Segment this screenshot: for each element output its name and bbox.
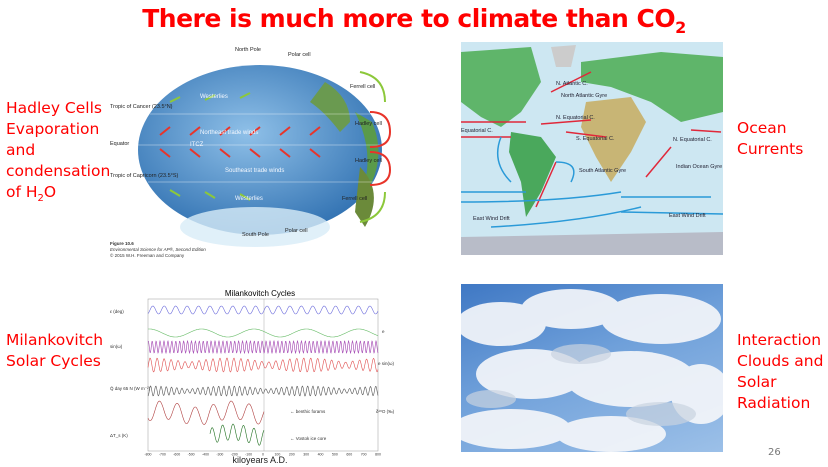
se-trades-label: Southeast trade winds [225, 168, 284, 174]
label-line: Radiation [737, 394, 811, 412]
map-label: S. Equatorial C. [576, 136, 615, 142]
map-label: North Atlantic Gyre [561, 93, 607, 99]
westerlies-label: Westerlies [200, 94, 228, 100]
ferrell-cell-label: Ferrell cell [342, 196, 367, 202]
label-line: Ocean [737, 119, 787, 137]
label-line: Solar Cycles [6, 352, 101, 370]
label-line: Hadley Cells [6, 99, 102, 117]
figure-title: Milankovitch Cycles [225, 289, 295, 298]
label-line: Milankovitch [6, 331, 104, 349]
map-label: East Wind Drift [473, 216, 510, 222]
figure-caption: Environmental Science for AP®, Second Ed… [110, 246, 206, 252]
polar-cell-label: Polar cell [285, 228, 308, 234]
series-label: δ¹⁸O (‰) [376, 409, 395, 414]
label-hadley: Hadley Cells Evaporation and condensatio… [6, 98, 110, 209]
globe-circulation-figure: North Pole Polar cell Ferrell cell Hadle… [110, 42, 400, 262]
north-pole-label: North Pole [235, 47, 261, 53]
hadley-cell-label: Hadley cell [355, 158, 382, 164]
map-label: Indian Ocean Gyre [676, 164, 722, 170]
map-label: Equatorial C. [461, 128, 493, 134]
label-ocean: Ocean Currents [737, 118, 803, 160]
x-tick-label: -800 [144, 453, 151, 457]
series-trace [147, 385, 379, 397]
x-axis-label: kiloyears A.D. [232, 455, 287, 465]
series-trace [147, 357, 379, 373]
series-label: e [382, 329, 385, 334]
page-number: 26 [768, 447, 781, 458]
south-pole-label: South Pole [242, 232, 269, 238]
label-line: condensation [6, 162, 111, 180]
x-tick-label: 700 [361, 453, 367, 457]
x-tick-label: 400 [318, 453, 324, 457]
label-line: Currents [737, 140, 804, 158]
label-line: of H2O [6, 182, 110, 209]
hadley-cell-label: Hadley cell [355, 121, 382, 127]
map-label: N. Equatorial C. [673, 137, 712, 143]
ferrell-cell-label: Ferrell cell [350, 84, 375, 90]
x-tick-label: 0 [262, 453, 264, 457]
series-trace [148, 328, 379, 338]
polar-cell-label: Polar cell [288, 52, 311, 58]
x-tick-label: -700 [159, 453, 166, 457]
x-tick-label: -100 [245, 453, 252, 457]
tropic-cancer-label: Tropic of Cancer (23.5°N) [110, 104, 173, 110]
series-trace [209, 423, 265, 446]
figure-caption: Figure 10.6 [110, 241, 134, 246]
series-trace [147, 400, 265, 425]
milankovitch-figure: Milankovitch Cycles ε (deg) e sin(ω) e s… [110, 285, 405, 467]
westerlies-label: Westerlies [235, 196, 263, 202]
figure-caption: © 2015 W.H. Freeman and Company [110, 252, 185, 258]
label-line: Solar [737, 373, 777, 391]
x-tick-label: -200 [231, 453, 238, 457]
title-text: There is much more to climate than CO [142, 4, 676, 33]
x-tick-label: 200 [289, 453, 295, 457]
label-sub: 2 [37, 193, 44, 205]
x-tick-label: 100 [274, 453, 280, 457]
ne-trades-label: Northeast trade winds [200, 130, 258, 136]
series-label: ΔT_s (K) [110, 433, 128, 438]
label-clouds: Interaction Clouds and Solar Radiation [737, 330, 823, 414]
series-label: Q̄ day 65 N (W m⁻²) [110, 385, 151, 391]
itcz-label: ITCZ [190, 142, 204, 148]
x-tick-label: -400 [202, 453, 209, 457]
x-tick-label: 300 [303, 453, 309, 457]
label-milankovitch: Milankovitch Solar Cycles [6, 330, 103, 372]
map-label: N. Atlantic C. [556, 81, 588, 87]
map-label: N. Equatorial C. [556, 115, 595, 121]
series-label: e sin(ω) [378, 361, 395, 366]
title-subscript: 2 [675, 18, 686, 37]
label-text: O [43, 183, 57, 201]
label-line: Evaporation [6, 120, 100, 138]
annotation: ← Vostok ice core [290, 436, 327, 441]
ocean-currents-map: N. Atlantic C. North Atlantic Gyre N. Eq… [461, 42, 723, 255]
label-line: and [6, 141, 36, 159]
slide-title: There is much more to climate than CO2 [0, 4, 828, 37]
x-tick-label: 800 [375, 453, 381, 457]
annotation: ← benthic forams [290, 409, 326, 414]
x-tick-label: -500 [188, 453, 195, 457]
series-trace [147, 305, 379, 315]
label-line: Clouds and [737, 352, 824, 370]
equator-label: Equator [110, 141, 129, 147]
label-line: Interaction [737, 331, 822, 349]
x-tick-label: 600 [346, 453, 352, 457]
series-label: sin(ω) [110, 344, 123, 349]
label-text: of H [6, 183, 38, 201]
series-label: ε (deg) [110, 309, 124, 314]
x-tick-label: -300 [216, 453, 223, 457]
map-label: South Atlantic Gyre [579, 168, 626, 174]
map-label: East Wind Drift [669, 213, 706, 219]
tropic-capricorn-label: Tropic of Capricorn (23.5°S) [110, 173, 178, 179]
clouds-photo [461, 284, 723, 452]
x-tick-label: -600 [173, 453, 180, 457]
series-trace [147, 339, 379, 355]
x-tick-label: 500 [332, 453, 338, 457]
